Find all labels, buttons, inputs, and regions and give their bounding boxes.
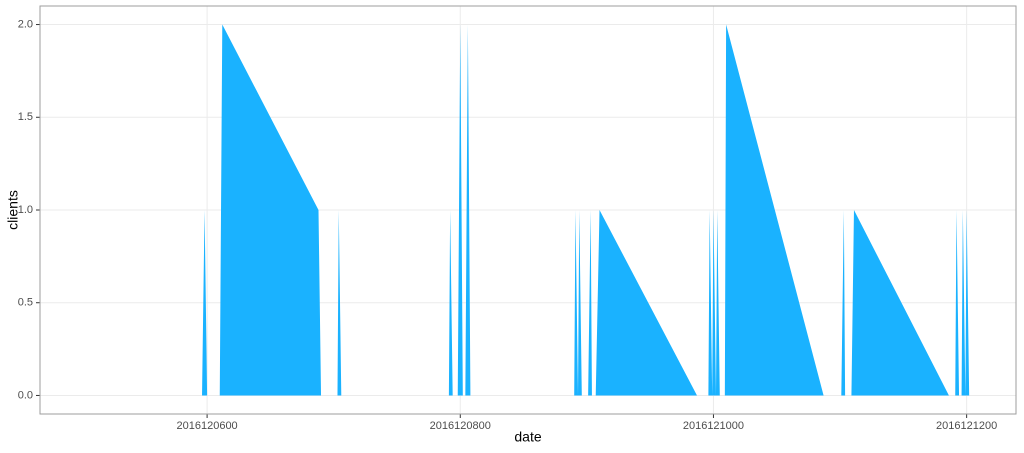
y-tick-label: 1.0 (18, 204, 33, 216)
x-tick-label: 2016120800 (430, 420, 491, 432)
area (50, 24, 1003, 396)
y-tick-label: 0.0 (18, 389, 33, 401)
y-axis-title: clients (5, 190, 21, 230)
x-tick-label: 2016121000 (683, 420, 744, 432)
y-tick-label: 0.5 (18, 297, 33, 309)
x-tick-label: 2016120600 (177, 420, 238, 432)
y-tick-label: 2.0 (18, 18, 33, 30)
x-tick-label: 2016121200 (936, 420, 997, 432)
panel-border (39, 5, 1017, 415)
x-axis-title: date (514, 429, 541, 445)
y-tick-label: 1.5 (18, 111, 33, 123)
